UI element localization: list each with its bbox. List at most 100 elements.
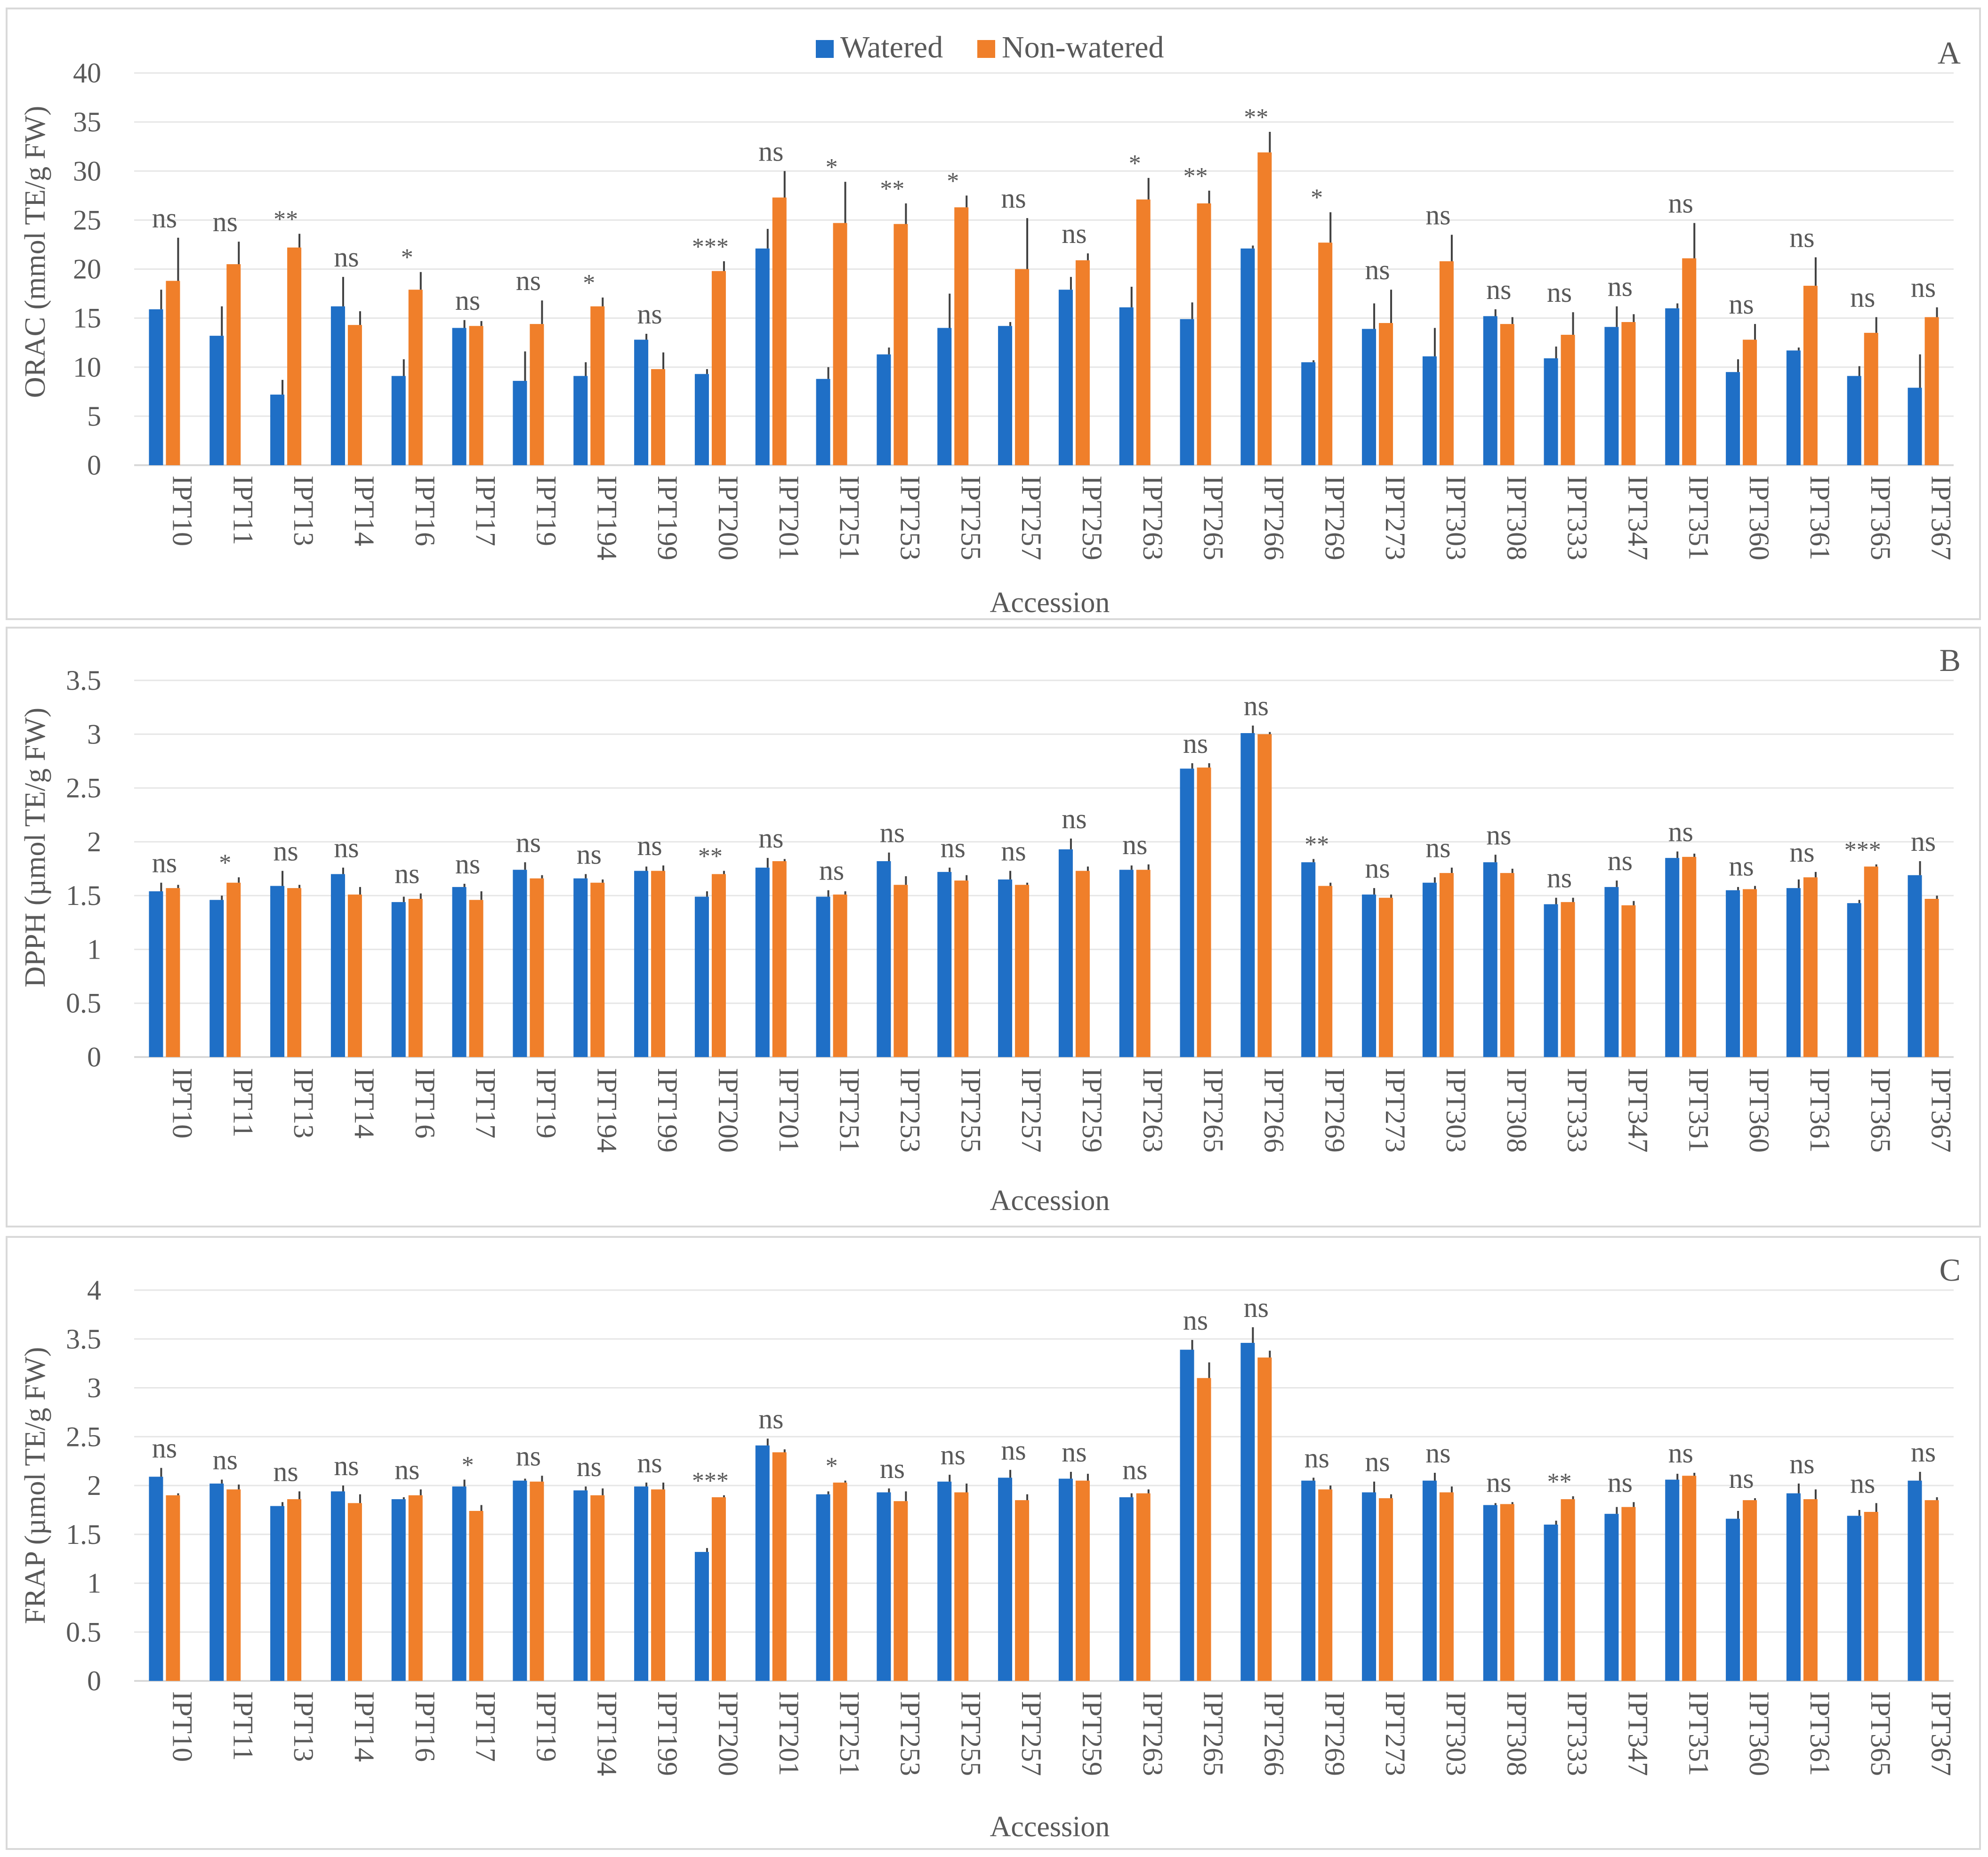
significance-label: ns [1304, 1442, 1329, 1473]
bar-non-watered [1136, 870, 1151, 1057]
bar-non-watered [1075, 260, 1090, 465]
significance-label: * [1129, 150, 1141, 177]
x-tick-label: IPT200 [713, 476, 744, 560]
x-tick-label: IPT269 [1319, 1691, 1350, 1776]
x-tick-label: IPT10 [167, 1691, 198, 1762]
significance-label: ns [1425, 1437, 1450, 1469]
bar-non-watered [166, 1495, 180, 1681]
bar-non-watered [711, 271, 726, 465]
x-tick-label: IPT255 [955, 1691, 986, 1776]
x-tick-label: IPT347 [1622, 1068, 1653, 1153]
significance-label: ns [1729, 289, 1754, 320]
bar-non-watered [469, 326, 483, 465]
bar-non-watered [1015, 1500, 1030, 1681]
bar-watered [513, 870, 527, 1057]
significance-label: * [1311, 185, 1323, 211]
x-tick-label: IPT269 [1319, 476, 1350, 560]
bar-non-watered [287, 1499, 302, 1681]
x-tick-label: IPT253 [894, 1068, 926, 1153]
significance-label: ns [334, 242, 359, 273]
legend-swatch-non-watered [977, 40, 995, 58]
y-tick-label: 2.5 [66, 773, 101, 804]
x-tick-label: IPT13 [288, 1691, 319, 1762]
significance-label: ns [1608, 845, 1633, 876]
significance-label: ns [1789, 837, 1814, 868]
bar-watered [1180, 1349, 1194, 1681]
y-tick-label: 5 [87, 401, 101, 432]
bar-non-watered [1136, 1493, 1151, 1681]
panel-b-frame [6, 627, 1981, 1227]
bar-watered [391, 1499, 406, 1681]
bar-watered [1240, 1343, 1255, 1681]
x-tick-label: IPT303 [1441, 476, 1472, 560]
bar-non-watered [1075, 1480, 1090, 1681]
bar-watered [513, 380, 527, 465]
bar-non-watered [469, 1510, 483, 1681]
bar-watered [1544, 358, 1558, 465]
x-tick-label: IPT367 [1926, 476, 1957, 560]
bar-non-watered [1379, 1498, 1393, 1681]
significance-label: *** [692, 1468, 729, 1494]
bar-non-watered [1743, 889, 1757, 1057]
panel-a: 0 5 10 15 20 25 30 35 40 ORAC (mmol TE/g FW) Acces… [19, 35, 1961, 619]
y-tick-label: 0.5 [66, 988, 101, 1019]
panel-label: C [1940, 1252, 1961, 1288]
significance-label: ns [1547, 277, 1572, 308]
bar-watered [391, 376, 406, 465]
bar-watered [573, 376, 588, 465]
bar-watered [1908, 388, 1922, 465]
y-tick-label: 4 [87, 1275, 101, 1306]
significance-label: ns [1001, 1435, 1026, 1466]
bar-non-watered [893, 224, 908, 466]
significance-label: ns [1244, 1292, 1269, 1323]
bar-non-watered [1864, 866, 1878, 1057]
significance-label: ns [1789, 222, 1814, 253]
significance-label: ns [516, 827, 541, 858]
x-tick-label: IPT266 [1258, 1068, 1289, 1153]
bar-watered [1180, 319, 1194, 465]
bar-non-watered [1682, 856, 1697, 1057]
significance-label: ns [1608, 1467, 1633, 1498]
significance-label: ns [273, 1456, 298, 1487]
y-axis-label: FRAP (µmol TE/g FW) [19, 1347, 51, 1624]
significance-label: ns [1365, 1446, 1390, 1478]
x-tick-label: IPT257 [1016, 476, 1047, 560]
bar-watered [1604, 1514, 1619, 1681]
bar-non-watered [408, 899, 423, 1057]
x-tick-label: IPT347 [1622, 1691, 1653, 1776]
bar-non-watered [1379, 897, 1393, 1057]
bar-watered [270, 395, 285, 465]
significance-label: ns [1122, 829, 1147, 860]
x-tick-label: IPT199 [652, 1068, 683, 1153]
bar-non-watered [1439, 1492, 1454, 1681]
panel-label: B [1940, 642, 1961, 678]
x-tick-label: IPT333 [1562, 1691, 1593, 1776]
x-axis-label: Accession [990, 1185, 1110, 1217]
bar-non-watered [1257, 152, 1272, 465]
x-tick-label: IPT265 [1198, 476, 1229, 560]
bar-non-watered [1439, 261, 1454, 465]
significance-label: ns [1729, 1463, 1754, 1494]
significance-label: *** [692, 234, 729, 260]
significance-label: ns [1001, 836, 1026, 867]
significance-label: ns [273, 836, 298, 867]
x-tick-label: IPT14 [349, 476, 380, 546]
bar-watered [513, 1480, 527, 1681]
significance-label: ns [1850, 1468, 1875, 1499]
bar-non-watered [833, 894, 847, 1057]
bar-watered [1422, 1480, 1437, 1681]
bar-watered [149, 891, 163, 1057]
x-tick-label: IPT303 [1441, 1068, 1472, 1153]
x-tick-label: IPT365 [1865, 476, 1896, 560]
bar-watered [209, 900, 224, 1057]
significance-label: ns [1183, 1305, 1208, 1336]
bar-watered [1362, 329, 1376, 465]
significance-label: ns [819, 855, 844, 886]
bar-watered [755, 1445, 770, 1681]
significance-label: * [826, 154, 838, 181]
x-tick-label: IPT251 [834, 1691, 865, 1776]
bar-watered [1483, 316, 1497, 465]
significance-label: ns [758, 136, 783, 167]
x-tick-label: IPT251 [834, 1068, 865, 1153]
x-tick-label: IPT255 [955, 476, 986, 560]
